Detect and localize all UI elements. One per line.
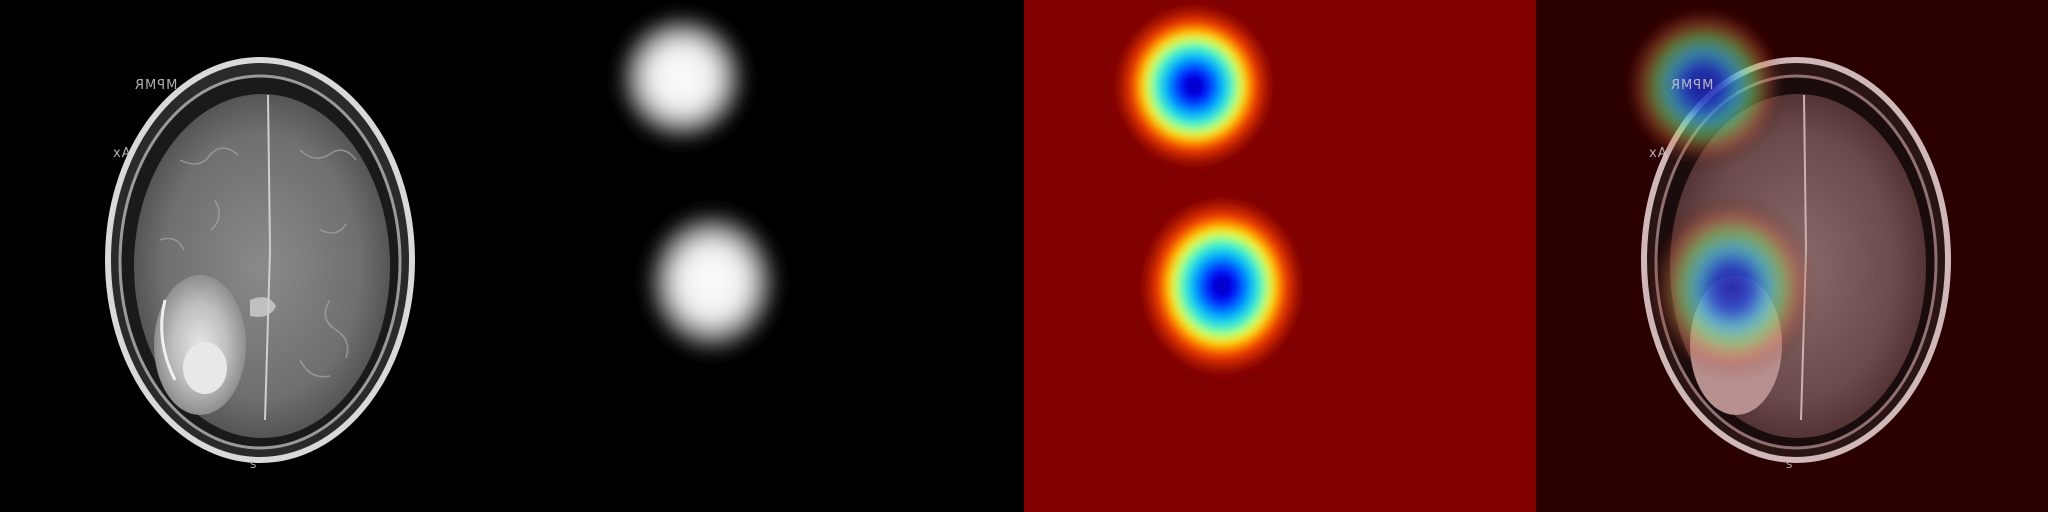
overlay-label-top: MPMR bbox=[1670, 78, 1714, 93]
overlay-label-bottom: S bbox=[1786, 460, 1794, 471]
mri-label-side: Ax bbox=[112, 146, 131, 161]
mri-label-bottom: S bbox=[250, 460, 258, 471]
grayscale-heatmap-image bbox=[512, 0, 1024, 512]
grayscale-map-panel bbox=[512, 0, 1024, 512]
mri-label-top: MPMR bbox=[134, 78, 178, 93]
overlay-label-side: Ax bbox=[1648, 146, 1667, 161]
overlay-panel: MPMR Ax S bbox=[1536, 0, 2048, 512]
mri-scan-panel: MPMR Ax S bbox=[0, 0, 512, 512]
jet-map-panel bbox=[1024, 0, 1536, 512]
brain-scan-image bbox=[0, 0, 512, 512]
overlay-image bbox=[1536, 0, 2048, 512]
jet-heatmap-image bbox=[1024, 0, 1536, 512]
